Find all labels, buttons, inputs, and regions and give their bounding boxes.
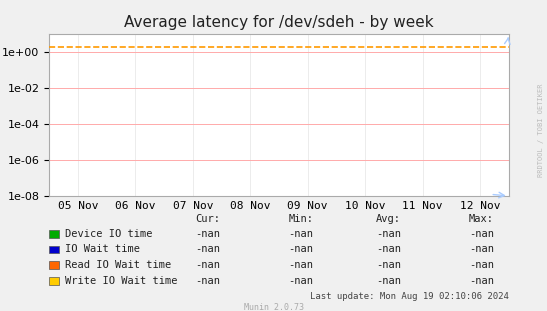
Text: -nan: -nan <box>469 229 494 239</box>
Text: -nan: -nan <box>469 276 494 285</box>
Text: Min:: Min: <box>288 214 313 224</box>
Text: -nan: -nan <box>195 260 220 270</box>
Text: Cur:: Cur: <box>195 214 220 224</box>
Text: Write IO Wait time: Write IO Wait time <box>65 276 177 285</box>
Text: -nan: -nan <box>288 229 313 239</box>
Text: -nan: -nan <box>195 276 220 285</box>
Text: -nan: -nan <box>469 244 494 254</box>
Text: Read IO Wait time: Read IO Wait time <box>65 260 171 270</box>
Text: -nan: -nan <box>376 260 401 270</box>
Text: -nan: -nan <box>469 260 494 270</box>
Text: RRDTOOL / TOBI OETIKER: RRDTOOL / TOBI OETIKER <box>538 84 544 177</box>
Text: Munin 2.0.73: Munin 2.0.73 <box>243 304 304 311</box>
Text: IO Wait time: IO Wait time <box>65 244 139 254</box>
Text: -nan: -nan <box>288 260 313 270</box>
Title: Average latency for /dev/sdeh - by week: Average latency for /dev/sdeh - by week <box>124 15 434 30</box>
Text: -nan: -nan <box>376 244 401 254</box>
Text: Max:: Max: <box>469 214 494 224</box>
Text: -nan: -nan <box>195 229 220 239</box>
Text: -nan: -nan <box>376 229 401 239</box>
Text: -nan: -nan <box>288 276 313 285</box>
Text: Device IO time: Device IO time <box>65 229 152 239</box>
Text: -nan: -nan <box>376 276 401 285</box>
Text: Avg:: Avg: <box>376 214 401 224</box>
Text: -nan: -nan <box>288 244 313 254</box>
Text: -nan: -nan <box>195 244 220 254</box>
Text: Last update: Mon Aug 19 02:10:06 2024: Last update: Mon Aug 19 02:10:06 2024 <box>310 292 509 300</box>
